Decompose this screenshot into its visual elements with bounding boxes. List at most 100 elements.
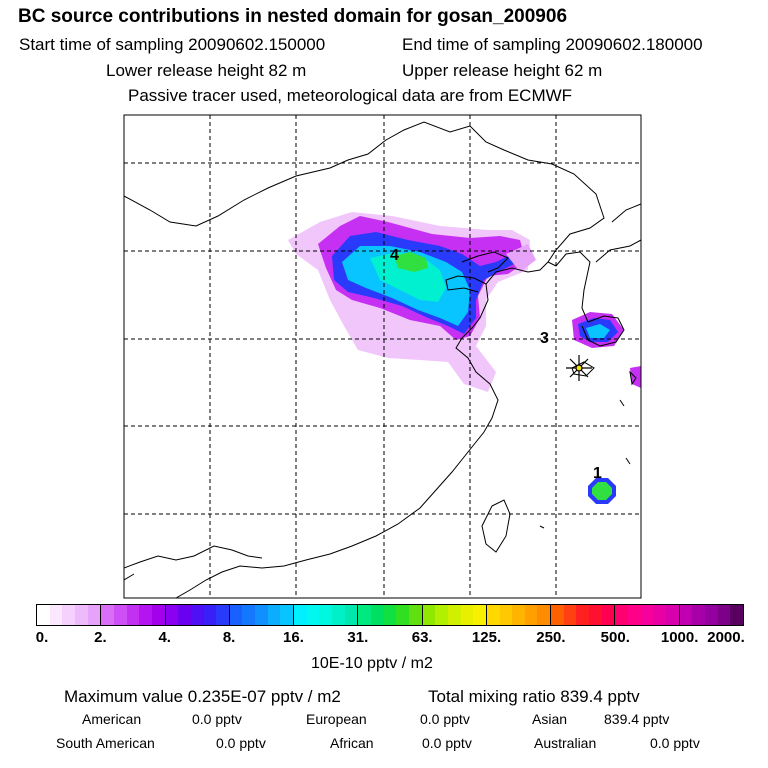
colorbar-swatch [383,605,397,625]
contrib-value-australian: 0.0 pptv [650,735,700,751]
colorbar-swatch [396,605,409,625]
source-label-1: 1 [593,465,602,482]
colorbar-swatch [524,605,538,625]
map-frame [123,114,642,599]
colorbar-segment [229,605,295,625]
colorbar-swatch [499,605,513,625]
colorbar-swatch [358,605,371,625]
colorbar-swatch [460,605,474,625]
colorbar-swatch [190,605,204,625]
colorbar-swatch [319,605,333,625]
contrib-label-south-american: South American [56,735,155,751]
contrib-label-asian: Asian [532,711,568,727]
colorbar-swatch [704,605,718,625]
contrib-label-african: African [330,735,374,751]
end-time-text: End time of sampling 20090602.180000 [402,35,703,54]
colorbar-segment [165,605,230,625]
colorbar-swatch [512,605,525,625]
colorbar-swatch [306,605,320,625]
colorbar-swatch [203,605,217,625]
lower-release-text: Lower release height 82 m [106,61,307,80]
colorbar-swatch [628,605,641,625]
colorbar-swatch [435,605,448,625]
colorbar-swatch [216,605,229,625]
colorbar-segment [486,605,552,625]
contrib-value-south-american: 0.0 pptv [216,735,266,751]
colorbar-swatch [126,605,140,625]
colorbar-tick-label: 16. [283,629,304,646]
contrib-label-european: European [306,711,367,727]
colorbar-swatch [447,605,461,625]
colorbar-swatch [640,605,654,625]
source-spot-1-inner [592,482,612,500]
colorbar-swatch [62,605,75,625]
colorbar-swatch [370,605,384,625]
colorbar-swatch [229,605,243,625]
colorbar-segment [101,605,166,625]
start-time-text: Start time of sampling 20090602.150000 [19,35,326,54]
colorbar-swatch [473,605,486,625]
colorbar-tick-label: 31. [347,629,369,646]
colorbar-swatch [74,605,88,625]
colorbar-swatch [267,605,281,625]
colorbar-swatch [537,605,551,625]
contrib-value-african: 0.0 pptv [422,735,472,751]
colorbar-tick-label: 500. [600,629,630,646]
colorbar-swatch [139,605,152,625]
maximum-value-text: Maximum value 0.235E-07 pptv / m2 [64,687,341,706]
colorbar-swatch [563,605,577,625]
colorbar-swatch [151,605,165,625]
colorbar-swatch [601,605,615,625]
colorbar-segment [422,605,487,625]
color-scale-bar [36,604,744,626]
contrib-label-australian: Australian [534,735,597,751]
colorbar-swatch [717,605,731,625]
colorbar-segment [37,605,102,625]
colorbar-swatch [344,605,358,625]
colorbar-swatch [165,605,179,625]
contrib-value-asian: 839.4 pptv [604,711,670,727]
colorbar-segment [615,605,680,625]
colorbar-segment [358,605,423,625]
colorbar-swatch [242,605,256,625]
colorbar-swatch [280,605,294,625]
source-label-4: 4 [390,247,399,264]
contrib-value-european: 0.0 pptv [420,711,470,727]
colorbar-tick-label: 250. [536,629,566,646]
colorbar-swatch [730,605,743,625]
colorbar-swatch [101,605,114,625]
colorbar-tick-label: 8. [222,629,236,646]
colorbar-tick-label: 0. [35,629,49,646]
colorbar-swatch [113,605,127,625]
plume-yellowsea [506,244,536,272]
receptor-star-marker [566,355,592,381]
contrib-label-american: American [82,711,142,727]
colorbar-swatch [49,605,63,625]
colorbar-swatch [615,605,629,625]
colorbar-segment [294,605,359,625]
grid-lines [124,115,641,598]
concentration-field [288,212,641,504]
coastlines [124,121,641,598]
colorbar-swatch [37,605,50,625]
colorbar-swatch [692,605,705,625]
colorbar-tick-label: 2. [94,629,107,646]
colorbar-swatch [332,605,345,625]
figure-title: BC source contributions in nested domain… [18,6,568,27]
source-label-3: 3 [540,330,549,347]
colorbar-swatch [653,605,667,625]
colorbar-tick-label: 2000. [707,629,745,646]
colorbar-tick-label: 1000. [660,629,699,646]
colorbar-swatch [422,605,436,625]
colorbar-swatch [666,605,679,625]
colorbar-swatch [255,605,268,625]
colorbar-tick-label: 4. [158,629,171,646]
colorbar-swatch [408,605,422,625]
plume-green [394,252,428,272]
colorbar-swatch [589,605,602,625]
colorbar-tick-label: 63. [411,629,433,646]
colorbar-swatch [486,605,500,625]
upper-release-text: Upper release height 62 m [402,61,603,80]
contrib-value-american: 0.0 pptv [192,711,242,727]
total-mixing-ratio-text: Total mixing ratio 839.4 pptv [428,687,640,706]
